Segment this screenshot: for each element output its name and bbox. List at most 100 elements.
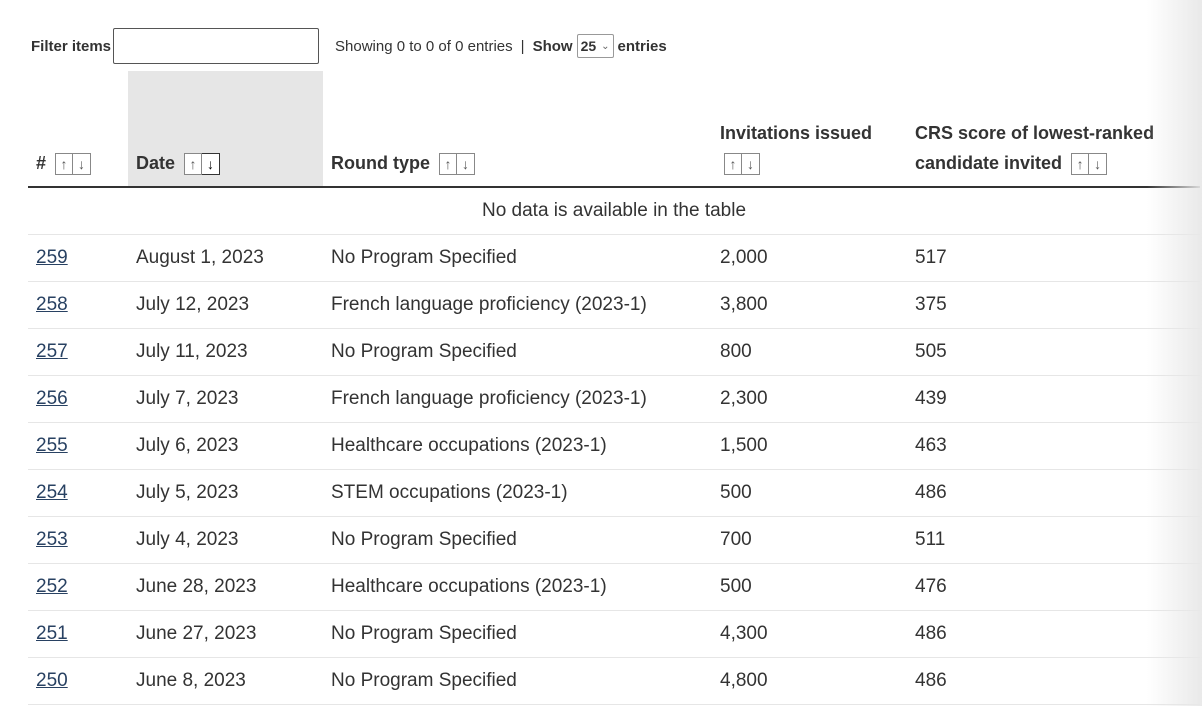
cell-crs-score: 439 xyxy=(907,375,1200,423)
show-label: Show xyxy=(532,37,573,55)
header-number[interactable]: # ↑ ↓ xyxy=(28,71,128,188)
arrow-up-icon[interactable]: ↑ xyxy=(1071,153,1090,176)
cell-crs-score: 486 xyxy=(907,469,1200,517)
cell-round-type: French language proficiency (2023-1) xyxy=(323,281,712,329)
info-separator: | xyxy=(520,37,525,55)
filter-input[interactable] xyxy=(113,28,320,64)
cell-crs-score: 476 xyxy=(907,563,1200,611)
cell-round-number: 250 xyxy=(28,657,128,705)
arrow-down-icon[interactable]: ↓ xyxy=(742,153,760,176)
arrow-up-icon[interactable]: ↑ xyxy=(55,153,74,176)
cell-round-type: No Program Specified xyxy=(323,328,712,376)
cell-date: June 28, 2023 xyxy=(128,563,323,611)
cell-invitations: 500 xyxy=(712,563,907,611)
round-number-link[interactable]: 259 xyxy=(36,247,68,268)
cell-invitations: 2,000 xyxy=(712,234,907,282)
round-number-link[interactable]: 257 xyxy=(36,341,68,362)
table-row: 257 July 11, 2023 No Program Specified 800 5… xyxy=(28,328,1200,376)
cell-date: June 27, 2023 xyxy=(128,610,323,658)
header-label: Date xyxy=(136,153,176,173)
entries-info: Showing 0 to 0 of 0 entries xyxy=(335,37,513,55)
header-label: Round type xyxy=(331,153,430,173)
draws-table: # ↑ ↓ Date ↑ ↓ Round type ↑ ↓ Invitations issu… xyxy=(28,71,1200,705)
arrow-up-icon[interactable]: ↑ xyxy=(724,153,742,176)
arrow-up-icon[interactable]: ↑ xyxy=(439,153,458,176)
table-body: No data is available in the table 259 Aug… xyxy=(28,187,1200,705)
table-row: 253 July 4, 2023 No Program Specified 700 51… xyxy=(28,516,1200,564)
sort-controls: ↑ ↓ xyxy=(55,153,92,176)
entries-label: entries xyxy=(617,37,667,55)
round-number-link[interactable]: 251 xyxy=(36,623,68,644)
table-row: 250 June 8, 2023 No Program Specified 4,800… xyxy=(28,657,1200,705)
cell-round-number: 254 xyxy=(28,469,128,517)
cell-date: June 8, 2023 xyxy=(128,657,323,705)
header-invitations[interactable]: Invitations issued ↑ ↓ xyxy=(712,71,907,188)
cell-invitations: 700 xyxy=(712,516,907,564)
cell-round-number: 256 xyxy=(28,375,128,423)
cell-round-number: 259 xyxy=(28,234,128,282)
round-number-link[interactable]: 253 xyxy=(36,529,68,550)
table-row: 254 July 5, 2023 STEM occupations (2023-1)… xyxy=(28,469,1200,517)
cell-round-type: No Program Specified xyxy=(323,234,712,282)
round-number-link[interactable]: 254 xyxy=(36,482,68,503)
cell-invitations: 800 xyxy=(712,328,907,376)
cell-crs-score: 511 xyxy=(907,516,1200,564)
cell-round-type: No Program Specified xyxy=(323,657,712,705)
cell-crs-score: 375 xyxy=(907,281,1200,329)
cell-date: July 12, 2023 xyxy=(128,281,323,329)
round-number-link[interactable]: 258 xyxy=(36,294,68,315)
header-crs-score[interactable]: CRS score of lowest-ranked candidate inv… xyxy=(907,71,1200,188)
cell-invitations: 4,300 xyxy=(712,610,907,658)
cell-round-type: No Program Specified xyxy=(323,516,712,564)
sort-controls: ↑ ↓ xyxy=(439,153,476,176)
table-header-row: # ↑ ↓ Date ↑ ↓ Round type ↑ ↓ Invitations issu… xyxy=(28,71,1200,188)
round-number-link[interactable]: 255 xyxy=(36,435,68,456)
cell-round-number: 251 xyxy=(28,610,128,658)
empty-row: No data is available in the table xyxy=(28,187,1200,235)
table-row: 256 July 7, 2023 French language proficien… xyxy=(28,375,1200,423)
arrow-down-icon[interactable]: ↓ xyxy=(202,153,221,176)
cell-invitations: 500 xyxy=(712,469,907,517)
cell-crs-score: 486 xyxy=(907,657,1200,705)
page-size-value: 25 xyxy=(580,38,597,54)
sort-controls: ↑ ↓ xyxy=(184,153,221,176)
cell-crs-score: 505 xyxy=(907,328,1200,376)
cell-round-number: 253 xyxy=(28,516,128,564)
table-row: 251 June 27, 2023 No Program Specified 4,30… xyxy=(28,610,1200,658)
cell-invitations: 1,500 xyxy=(712,422,907,470)
cell-date: July 5, 2023 xyxy=(128,469,323,517)
table-row: 252 June 28, 2023 Healthcare occupations (… xyxy=(28,563,1200,611)
cell-date: July 11, 2023 xyxy=(128,328,323,376)
cell-date: July 4, 2023 xyxy=(128,516,323,564)
arrow-down-icon[interactable]: ↓ xyxy=(457,153,476,176)
round-number-link[interactable]: 250 xyxy=(36,670,68,691)
empty-message: No data is available in the table xyxy=(28,187,1200,235)
cell-crs-score: 517 xyxy=(907,234,1200,282)
sort-controls: ↑ ↓ xyxy=(1071,153,1108,176)
cell-round-type: French language proficiency (2023-1) xyxy=(323,375,712,423)
arrow-down-icon[interactable]: ↓ xyxy=(73,153,92,176)
cell-round-type: STEM occupations (2023-1) xyxy=(323,469,712,517)
page-size-select[interactable]: 25 ⌄ xyxy=(576,34,614,58)
header-round-type[interactable]: Round type ↑ ↓ xyxy=(323,71,712,188)
sort-controls: ↑ ↓ xyxy=(724,153,760,176)
cell-round-number: 255 xyxy=(28,422,128,470)
table-controls: Filter items Showing 0 to 0 of 0 entries… xyxy=(31,26,667,66)
header-label: Invitations issued xyxy=(720,123,873,143)
header-label: # xyxy=(36,153,47,173)
header-date[interactable]: Date ↑ ↓ xyxy=(128,71,323,188)
cell-date: July 6, 2023 xyxy=(128,422,323,470)
round-number-link[interactable]: 252 xyxy=(36,576,68,597)
cell-date: July 7, 2023 xyxy=(128,375,323,423)
cell-crs-score: 463 xyxy=(907,422,1200,470)
cell-invitations: 2,300 xyxy=(712,375,907,423)
arrow-down-icon[interactable]: ↓ xyxy=(1089,153,1108,176)
cell-date: August 1, 2023 xyxy=(128,234,323,282)
cell-round-number: 252 xyxy=(28,563,128,611)
cell-round-number: 258 xyxy=(28,281,128,329)
cell-round-type: Healthcare occupations (2023-1) xyxy=(323,422,712,470)
cell-round-type: No Program Specified xyxy=(323,610,712,658)
filter-label: Filter items xyxy=(31,37,112,55)
round-number-link[interactable]: 256 xyxy=(36,388,68,409)
arrow-up-icon[interactable]: ↑ xyxy=(184,153,203,176)
